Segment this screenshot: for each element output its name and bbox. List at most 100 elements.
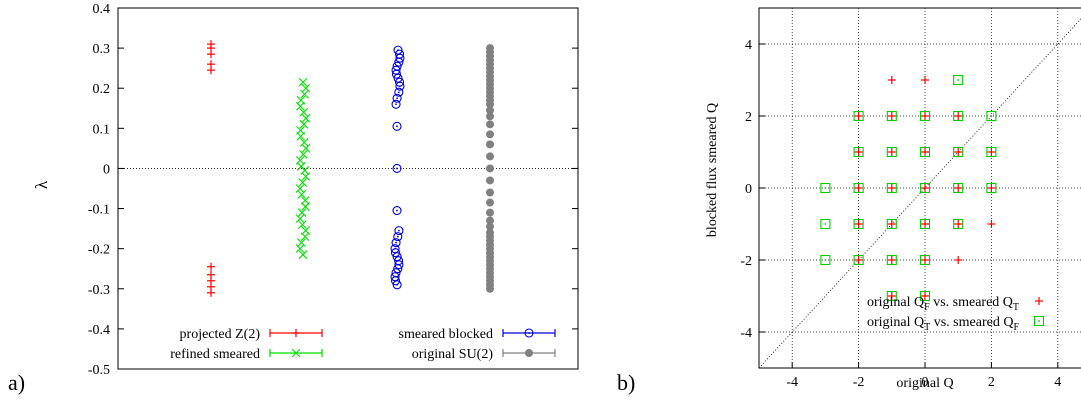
chart-b-point-0 <box>854 148 863 156</box>
chart-b-ylabel: blocked flux smeared Q <box>705 103 720 237</box>
chart-b-xtick-label: -4 <box>786 375 798 390</box>
chart-b: blocked flux smeared Q original Q -4 -2 0 2… <box>705 7 1081 391</box>
chart-a-point-1 <box>298 178 308 187</box>
chart-a-point-1 <box>298 250 308 260</box>
chart-a-point-1 <box>301 143 311 153</box>
chart-a-point-3 <box>486 120 494 129</box>
chart-b-point-0 <box>854 184 863 192</box>
chart-b-legend: original QF vs. smeared QT original QT v… <box>867 295 1045 333</box>
chart-a-point-1 <box>299 107 309 117</box>
chart-a-point-1 <box>295 184 305 193</box>
chart-b-point-0 <box>921 292 929 300</box>
chart-b-point-0 <box>921 184 929 192</box>
legend-b-1-sub1: T <box>924 322 930 333</box>
legend-a-label-0: projected Z(2) <box>180 327 261 342</box>
chart-b-point-1 <box>820 182 831 194</box>
chart-b-point-0 <box>887 220 896 228</box>
legend-a-marker-3 <box>525 349 533 357</box>
legend-a-label-2: smeared blocked <box>399 327 493 342</box>
chart-a-point-3 <box>486 130 494 139</box>
chart-b-xtick-label: 0 <box>922 375 929 390</box>
chart-a-point-1 <box>301 113 311 123</box>
chart-b-point-0 <box>921 220 929 228</box>
chart-a-point-1 <box>295 244 305 254</box>
chart-a-point-3 <box>486 208 494 217</box>
chart-a-point-1 <box>300 232 310 242</box>
chart-a-point-2 <box>392 121 402 131</box>
chart-a-ytick-label: -0.4 <box>88 323 110 338</box>
chart-a-point-2 <box>392 280 402 290</box>
chart-b-point-0 <box>987 220 996 228</box>
chart-a-point-0 <box>207 288 215 297</box>
chart-b-ytick-label: -2 <box>740 254 752 269</box>
legend-b-marker-1 <box>1033 315 1045 327</box>
legend-a-marker-2 <box>524 328 534 338</box>
legend-b-1-sub2: F <box>1013 322 1019 333</box>
chart-a-point-3 <box>486 198 494 207</box>
legend-a-swatch-2 <box>502 328 556 338</box>
chart-a-point-1 <box>295 214 305 223</box>
chart-a-point-1 <box>301 172 311 181</box>
chart-a-ytick-label: -0.2 <box>88 243 110 258</box>
legend-a-label-3: original SU(2) <box>412 347 494 362</box>
chart-a-ytick-label: -0.5 <box>88 363 110 378</box>
chart-a-point-3 <box>486 176 494 185</box>
chart-b-point-1 <box>820 254 831 266</box>
legend-b-marker-0 <box>1035 297 1043 305</box>
chart-a-point-1 <box>300 89 309 99</box>
chart-b-xlabel: original Q <box>896 376 953 391</box>
chart-a-point-1 <box>297 220 307 229</box>
chart-a-point-1 <box>298 77 308 87</box>
chart-a-point-2 <box>391 238 401 248</box>
chart-a-point-3 <box>486 100 494 109</box>
chart-a-point-2 <box>394 226 404 236</box>
panel-label-a: a) <box>8 370 25 395</box>
chart-b-point-0 <box>921 256 929 264</box>
chart-a-point-0 <box>207 66 215 75</box>
chart-a-ytick-label: 0.2 <box>93 82 111 97</box>
legend-a-marker-0 <box>292 329 300 337</box>
chart-b-ytick-label: 0 <box>745 182 752 197</box>
chart-b-point-0 <box>954 112 963 120</box>
chart-b-point-0 <box>954 220 963 228</box>
legend-a-swatch-1 <box>269 348 323 358</box>
chart-a-point-2 <box>392 206 402 216</box>
chart-b-point-0 <box>987 148 996 156</box>
chart-b-xtick-label: 4 <box>1054 375 1061 390</box>
chart-a-point-3 <box>486 152 494 161</box>
chart-b-xtick-label: 2 <box>988 375 995 390</box>
chart-b-point-1 <box>953 74 964 86</box>
chart-a-point-2 <box>394 87 404 97</box>
chart-b-point-0 <box>887 292 896 300</box>
chart-b-point-0 <box>854 220 863 228</box>
chart-b-diagonal-line <box>758 18 1081 369</box>
chart-a-point-0 <box>207 262 215 271</box>
chart-b-point-0 <box>887 76 896 84</box>
chart-a-point-0 <box>207 50 215 59</box>
chart-a-point-2 <box>393 232 403 242</box>
chart-b-point-1 <box>986 110 997 122</box>
chart-a-point-2 <box>392 163 402 173</box>
chart-a-point-1 <box>295 101 305 111</box>
chart-b-point-0 <box>954 148 963 156</box>
chart-b-point-0 <box>887 184 896 192</box>
legend-b-0-mid: vs. smeared Q <box>930 295 1013 310</box>
chart-a-plot-frame <box>117 7 579 370</box>
chart-a-point-3 <box>486 216 494 225</box>
chart-b-plot-frame <box>758 7 1081 369</box>
chart-a-ylabel: λ <box>32 180 51 189</box>
chart-a-point-3 <box>486 140 494 149</box>
chart-b-point-0 <box>954 256 963 264</box>
chart-b-point-0 <box>854 112 863 120</box>
chart-a-point-1 <box>299 137 309 147</box>
chart-b-ytick-label: -4 <box>740 326 752 341</box>
chart-a-legend: projected Z(2) refined smeared smeared b… <box>170 327 556 362</box>
chart-b-point-0 <box>954 184 963 192</box>
chart-b-point-0 <box>987 184 996 192</box>
chart-b-point-0 <box>887 256 896 264</box>
legend-a-swatch-3 <box>502 349 556 357</box>
chart-a-point-3 <box>486 188 494 197</box>
chart-b-xtick-label: -2 <box>853 375 865 390</box>
legend-b-label-1: original QT vs. smeared QF <box>867 315 1019 333</box>
